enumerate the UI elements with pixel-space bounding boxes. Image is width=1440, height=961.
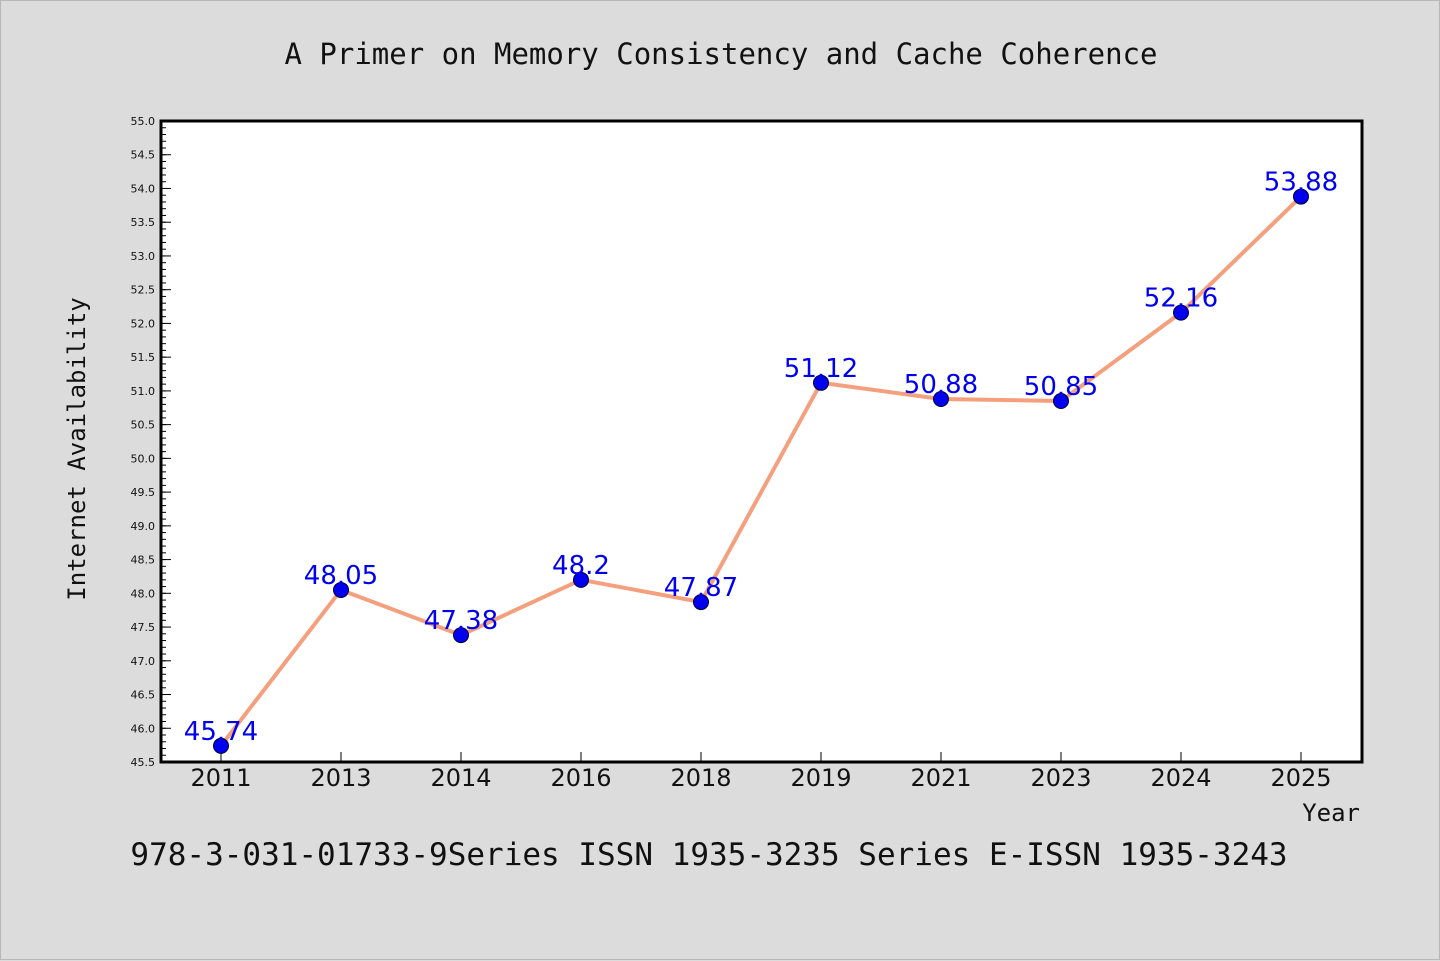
y-tick-label: 47.5 <box>131 621 156 634</box>
y-tick-label: 49.0 <box>131 520 156 533</box>
chart-title: A Primer on Memory Consistency and Cache… <box>285 37 1158 71</box>
y-tick-label: 55.0 <box>131 115 156 128</box>
y-tick-label: 45.5 <box>131 756 156 769</box>
data-label: 51.12 <box>784 354 858 384</box>
series-line <box>219 194 1303 748</box>
data-point <box>213 737 229 754</box>
y-tick-label: 54.5 <box>131 149 156 162</box>
y-tick-label: 50.0 <box>131 452 156 465</box>
y-tick-label: 49.5 <box>131 486 156 499</box>
data-label: 48.2 <box>552 551 610 581</box>
x-tick-label: 2023 <box>1030 764 1091 792</box>
y-tick-label: 53.5 <box>131 216 156 229</box>
x-axis-label: Year <box>1302 799 1360 827</box>
y-tick-label: 51.5 <box>131 351 156 364</box>
data-label: 47.38 <box>424 606 498 636</box>
data-point <box>933 390 949 407</box>
y-tick-label: 52.5 <box>131 284 156 297</box>
data-label: 53.88 <box>1264 168 1338 198</box>
x-tick-label: 2011 <box>190 764 251 792</box>
data-label: 48.05 <box>304 561 378 591</box>
data-point <box>573 571 589 588</box>
data-label: 45.74 <box>184 717 258 747</box>
data-point <box>1053 393 1069 410</box>
data-label: 47.87 <box>664 573 738 603</box>
y-axis-label: Internet Availability <box>63 297 91 600</box>
x-tick-label: 2016 <box>550 764 611 792</box>
data-label: 50.88 <box>904 370 978 400</box>
y-tick-label: 47.0 <box>131 655 156 668</box>
y-tick-label: 46.0 <box>131 722 156 735</box>
x-tick-label: 2024 <box>1150 764 1211 792</box>
x-tick-label: 2025 <box>1270 764 1331 792</box>
y-tick-label: 50.5 <box>131 419 156 432</box>
y-tick-label: 53.0 <box>131 250 156 263</box>
chart-footer: 978-3-031-01733-9Series ISSN 1935-3235 S… <box>130 837 1287 873</box>
data-point <box>693 594 709 611</box>
y-tick-label: 48.0 <box>131 587 156 600</box>
y-tick-label: 52.0 <box>131 317 156 330</box>
x-tick-label: 2021 <box>910 764 971 792</box>
y-tick-label: 54.0 <box>131 182 156 195</box>
data-point <box>813 374 829 391</box>
y-tick-label: 51.0 <box>131 385 156 398</box>
x-tick-label: 2013 <box>310 764 371 792</box>
data-label: 52.16 <box>1144 284 1218 314</box>
y-tick-label: 48.5 <box>131 554 156 567</box>
data-label: 50.85 <box>1024 372 1098 402</box>
data-point <box>453 627 469 644</box>
plot-area <box>159 119 1364 764</box>
y-tick-label: 46.5 <box>131 689 156 702</box>
x-tick-label: 2018 <box>670 764 731 792</box>
data-point <box>1293 188 1309 205</box>
series-internet-availability: 45.74 48.05 47.38 48.2 47.87 51.12 50.88 50.85 5… <box>184 168 1338 754</box>
x-tick-label: 2014 <box>430 764 491 792</box>
x-axis-ticks: 2011 2013 2014 2016 2018 2019 2021 2023 2024 2025 <box>190 752 1332 792</box>
data-point <box>1173 304 1189 321</box>
data-point <box>333 581 349 598</box>
x-tick-label: 2019 <box>790 764 851 792</box>
y-axis-ticks: 45.5 46.0 46.5 47.0 47.5 48.0 48.5 49.0 49.5 50.0… <box>131 115 171 769</box>
